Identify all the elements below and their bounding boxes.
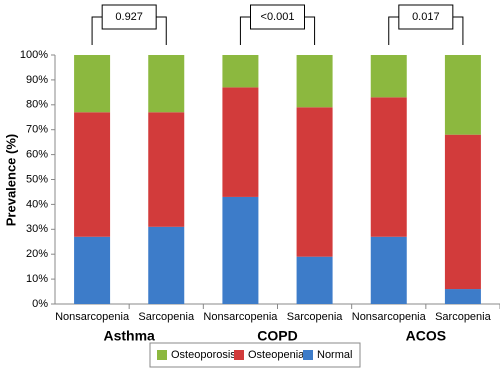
bar-segment bbox=[444, 134, 481, 290]
y-tick-label: 20% bbox=[26, 248, 48, 260]
x-tick-label: Nonsarcopenia bbox=[352, 311, 427, 323]
bar-segment bbox=[222, 55, 259, 88]
x-tick-label: Sarcopenia bbox=[287, 311, 344, 323]
y-tick-label: 0% bbox=[32, 298, 48, 310]
annotation: 0.017 bbox=[412, 11, 440, 23]
bar-segment bbox=[148, 55, 185, 113]
bar-segment bbox=[74, 55, 111, 113]
annotation-box bbox=[398, 4, 454, 30]
legend-label: Normal bbox=[317, 349, 352, 361]
x-tick-label: Sarcopenia bbox=[138, 311, 195, 323]
y-tick-label: 40% bbox=[26, 198, 48, 210]
legend-label: Osteoporosis bbox=[171, 349, 236, 361]
bar-segment bbox=[370, 97, 407, 237]
legend-label: Osteopenia bbox=[248, 349, 305, 361]
y-axis-label: Prevalence (%) bbox=[3, 134, 18, 227]
y-tick-label: 100% bbox=[20, 49, 48, 61]
x-tick-label: Nonsarcopenia bbox=[203, 311, 278, 323]
bar-segment bbox=[370, 55, 407, 98]
annotation-box bbox=[101, 4, 157, 30]
bar-segment bbox=[148, 112, 185, 227]
y-tick-label: 10% bbox=[26, 273, 48, 285]
bar-segment bbox=[74, 236, 111, 304]
y-tick-label: 80% bbox=[26, 99, 48, 111]
x-tick-label: Sarcopenia bbox=[435, 311, 492, 323]
y-tick-label: 90% bbox=[26, 74, 48, 86]
bar-segment bbox=[296, 256, 333, 304]
legend-swatch bbox=[303, 350, 313, 360]
x-tick-label: Nonsarcopenia bbox=[55, 311, 130, 323]
group-label: COPD bbox=[257, 328, 297, 344]
y-tick-label: 50% bbox=[26, 173, 48, 185]
bar-segment bbox=[296, 107, 333, 257]
legend-swatch bbox=[234, 350, 244, 360]
bar-segment bbox=[370, 236, 407, 304]
annotation-box bbox=[250, 4, 305, 30]
bar-segment bbox=[444, 55, 481, 135]
legend-box bbox=[149, 342, 361, 368]
bar-segment bbox=[296, 55, 333, 108]
bar-segment bbox=[444, 289, 481, 304]
y-tick-label: 60% bbox=[26, 149, 48, 161]
bar-segment bbox=[222, 87, 259, 197]
y-tick-label: 70% bbox=[26, 124, 48, 136]
group-label: ACOS bbox=[406, 328, 446, 344]
bar-segment bbox=[148, 226, 185, 304]
annotation: 0.927 bbox=[115, 11, 143, 23]
bar-segment bbox=[222, 196, 259, 304]
group-label: Asthma bbox=[103, 328, 155, 344]
annotation: <0.001 bbox=[261, 11, 295, 23]
bar-segment bbox=[74, 112, 111, 237]
y-tick-label: 30% bbox=[26, 223, 48, 235]
legend-swatch bbox=[157, 350, 167, 360]
